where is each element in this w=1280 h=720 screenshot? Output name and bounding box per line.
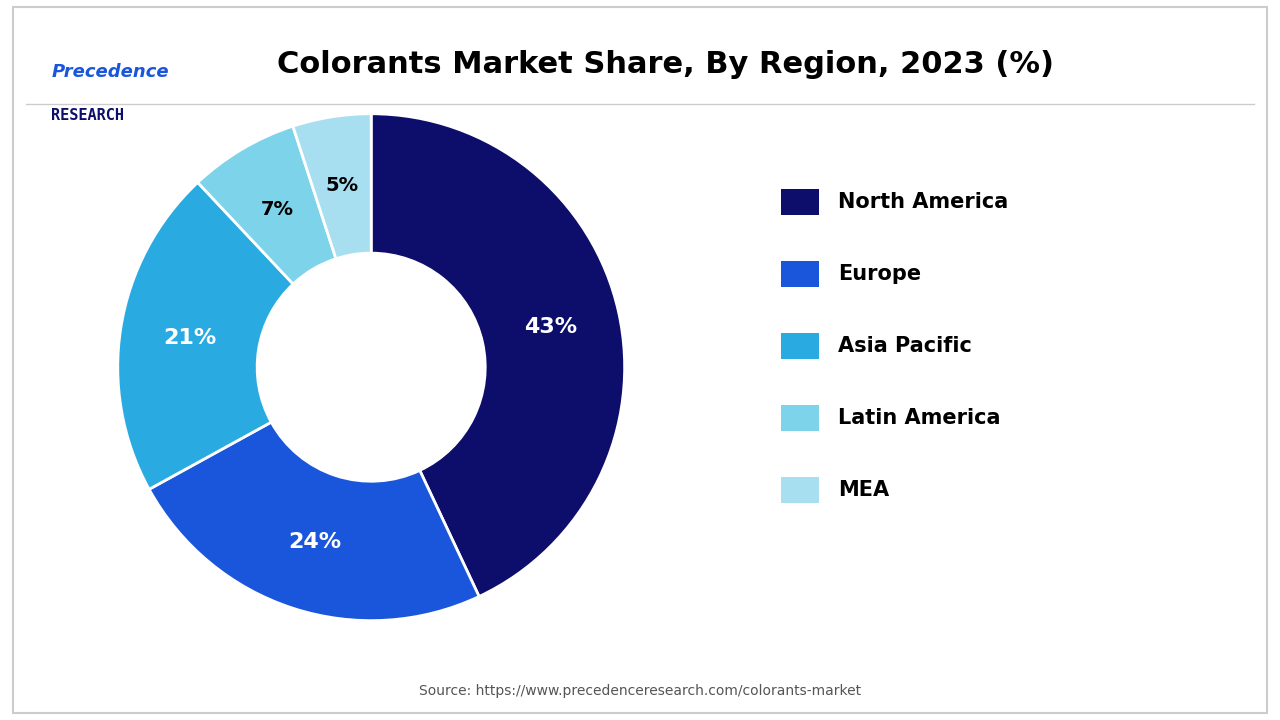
Text: 43%: 43%	[524, 317, 577, 337]
Text: 24%: 24%	[288, 532, 340, 552]
Text: RESEARCH: RESEARCH	[51, 108, 124, 122]
Wedge shape	[197, 126, 335, 284]
Text: Asia Pacific: Asia Pacific	[838, 336, 973, 356]
Text: MEA: MEA	[838, 480, 890, 500]
Wedge shape	[148, 422, 479, 621]
Text: 5%: 5%	[326, 176, 358, 195]
Text: Europe: Europe	[838, 264, 922, 284]
Wedge shape	[371, 114, 625, 596]
Wedge shape	[293, 114, 371, 258]
Text: North America: North America	[838, 192, 1009, 212]
Text: 7%: 7%	[261, 199, 294, 219]
Text: Source: https://www.precedenceresearch.com/colorants-market: Source: https://www.precedenceresearch.c…	[419, 684, 861, 698]
Text: Precedence: Precedence	[51, 63, 169, 81]
Text: 21%: 21%	[163, 328, 216, 348]
Text: Colorants Market Share, By Region, 2023 (%): Colorants Market Share, By Region, 2023 …	[276, 50, 1055, 79]
Wedge shape	[118, 182, 293, 490]
Text: Latin America: Latin America	[838, 408, 1001, 428]
